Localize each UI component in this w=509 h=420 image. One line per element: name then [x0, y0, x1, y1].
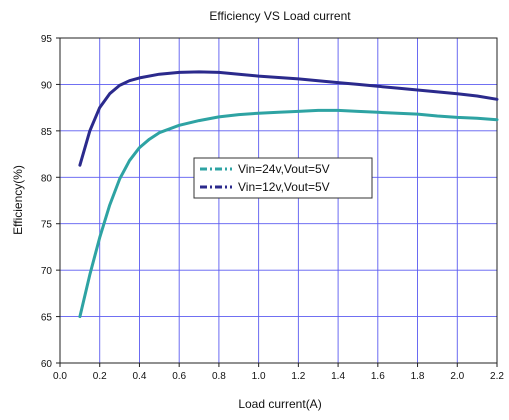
y-tick-label: 75	[41, 220, 53, 231]
x-tick-label: 1.0	[252, 371, 266, 382]
legend: Vin=24v,Vout=5V Vin=12v,Vout=5V	[193, 157, 373, 199]
x-tick-label: 1.2	[291, 371, 305, 382]
x-tick-label: 0.0	[53, 371, 67, 382]
x-tick-label: 2.2	[490, 371, 504, 382]
plot-frame	[59, 37, 498, 364]
chart-title: Efficiency VS Load current	[209, 9, 351, 23]
y-tick-label: 90	[41, 80, 53, 91]
y-tick-label: 85	[41, 127, 53, 138]
legend-box	[193, 157, 373, 199]
legend-label-vin24: Vin=24v,Vout=5V	[238, 162, 330, 176]
x-tick-label: 0.4	[133, 371, 147, 382]
x-tick-label: 2.0	[450, 371, 464, 382]
ticks-layer: 0.0 0.2 0.4 0.6 0.8 1.0 1.2 1.4 1.6 1.8 2.0 2.2 60 65…	[41, 34, 505, 382]
legend-label-vin12: Vin=12v,Vout=5V	[238, 180, 330, 194]
series-line-vin24	[78, 108, 499, 319]
x-tick-label: 1.8	[411, 371, 425, 382]
series-line-vin12	[78, 70, 499, 167]
x-tick-label: 1.4	[331, 371, 345, 382]
y-tick-label: 70	[41, 266, 53, 277]
x-tick-label: 1.6	[371, 371, 385, 382]
y-axis-title: Efficiency(%)	[11, 165, 25, 235]
x-axis-title: Load current(A)	[238, 397, 321, 411]
y-tick-label: 95	[41, 34, 53, 45]
y-tick-label: 60	[41, 359, 53, 370]
series-layer	[78, 70, 499, 319]
x-tick-label: 0.2	[93, 371, 107, 382]
y-tick-label: 80	[41, 173, 53, 184]
x-tick-label: 0.8	[212, 371, 226, 382]
x-tick-label: 0.6	[172, 371, 186, 382]
grid-layer	[59, 37, 498, 364]
y-tick-label: 65	[41, 313, 53, 324]
